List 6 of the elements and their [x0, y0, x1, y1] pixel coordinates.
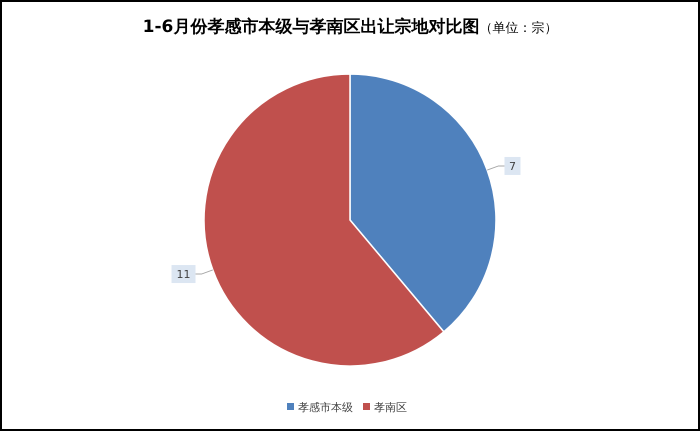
data-label: 11 — [176, 268, 191, 282]
chart-subtitle: （单位：宗） — [479, 20, 558, 36]
chart-title: 1-6月份孝感市本级与孝南区出让宗地对比图 — [142, 17, 480, 37]
legend-label: 孝感市本级 — [298, 401, 353, 414]
legend-label: 孝南区 — [374, 401, 407, 414]
data-label: 7 — [508, 160, 516, 173]
